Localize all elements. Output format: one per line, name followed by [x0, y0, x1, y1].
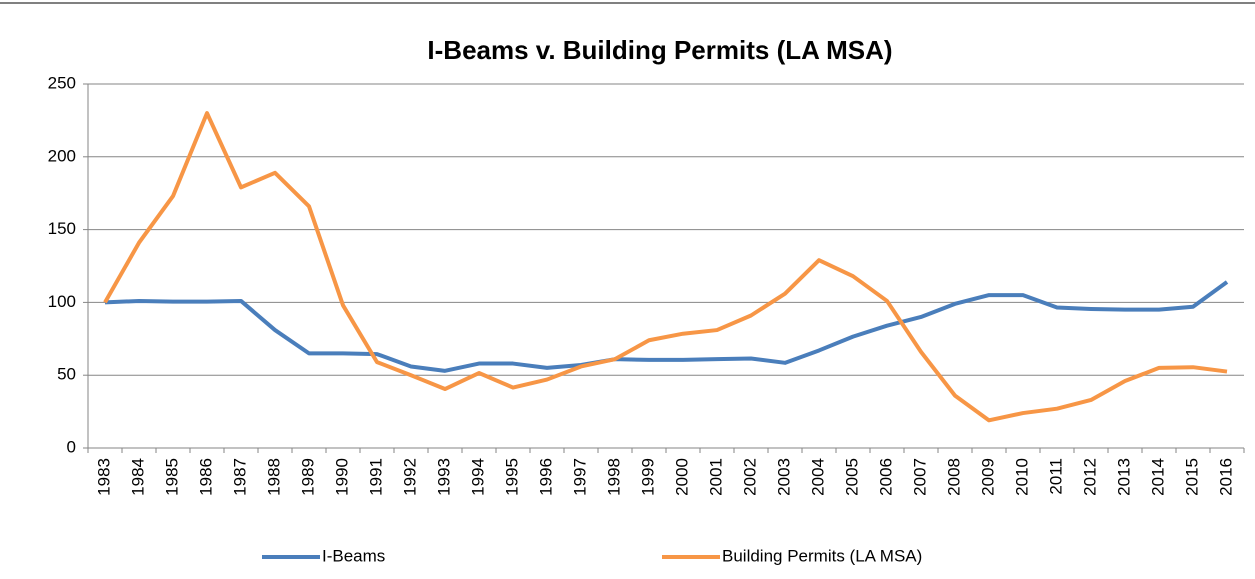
y-tick-label: 0	[67, 437, 76, 456]
x-tick-label: 2002	[740, 458, 759, 496]
x-tick-label: 1998	[604, 458, 623, 496]
x-tick-label: 1988	[264, 458, 283, 496]
x-tick-label: 2006	[876, 458, 895, 496]
chart-title: I-Beams v. Building Permits (LA MSA)	[427, 35, 892, 65]
x-tick-label: 1987	[230, 458, 249, 496]
x-tick-label: 1996	[536, 458, 555, 496]
legend-label: I-Beams	[322, 546, 385, 565]
y-tick-label: 250	[48, 73, 76, 92]
x-tick-label: 2003	[774, 458, 793, 496]
x-tick-label: 2013	[1114, 458, 1133, 496]
x-tick-label: 2016	[1216, 458, 1235, 496]
x-tick-label: 1989	[298, 458, 317, 496]
x-tick-label: 1992	[400, 458, 419, 496]
x-tick-label: 1990	[332, 458, 351, 496]
x-tick-label: 2008	[944, 458, 963, 496]
x-tick-label: 2004	[808, 458, 827, 496]
x-tick-label: 1986	[196, 458, 215, 496]
x-tick-label: 2015	[1182, 458, 1201, 496]
x-tick-label: 1999	[638, 458, 657, 496]
y-tick-label: 200	[48, 146, 76, 165]
x-tick-label: 1991	[366, 458, 385, 496]
x-tick-label: 1985	[162, 458, 181, 496]
series-line	[103, 111, 1228, 423]
legend-label: Building Permits (LA MSA)	[722, 546, 922, 565]
x-tick-label: 1983	[94, 458, 113, 496]
x-tick-label: 1994	[468, 458, 487, 496]
y-tick-label: 150	[48, 219, 76, 238]
x-tick-label: 2007	[910, 458, 929, 496]
x-tick-label: 2011	[1046, 458, 1065, 495]
y-tick-label: 50	[57, 365, 76, 384]
x-tick-label: 2000	[672, 458, 691, 496]
series-line	[104, 280, 1229, 373]
x-tick-label: 2005	[842, 458, 861, 496]
x-tick-label: 2014	[1148, 458, 1167, 496]
x-tick-label: 2010	[1012, 458, 1031, 496]
x-tick-label: 2012	[1080, 458, 1099, 496]
x-tick-label: 1984	[128, 458, 147, 496]
x-tick-label: 1997	[570, 458, 589, 496]
x-tick-label: 2001	[706, 458, 725, 496]
x-tick-label: 1993	[434, 458, 453, 496]
x-tick-label: 2009	[978, 458, 997, 496]
y-tick-label: 100	[48, 292, 76, 311]
x-tick-label: 1995	[502, 458, 521, 496]
